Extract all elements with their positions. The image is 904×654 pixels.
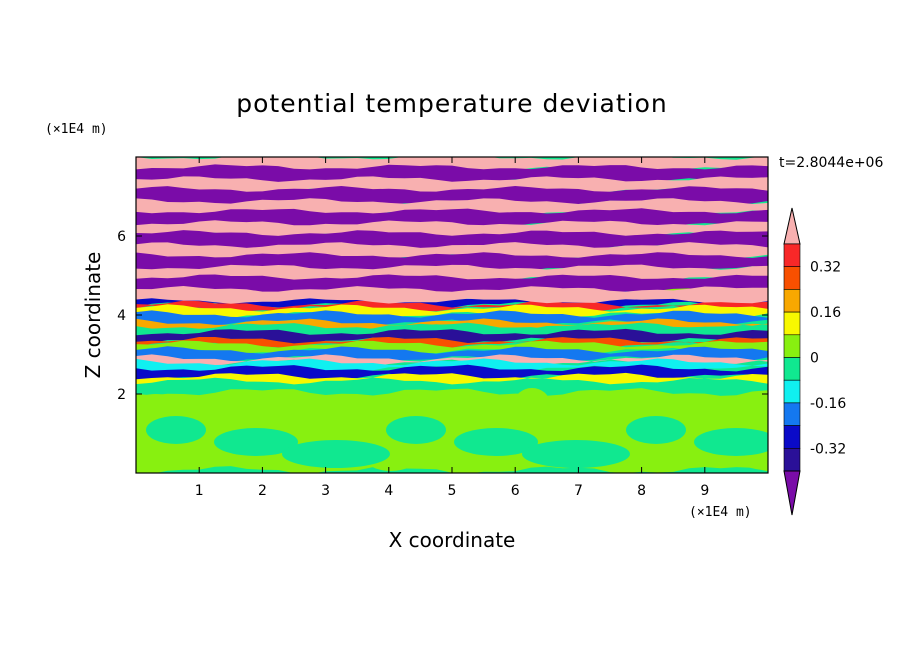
colorbar-segment bbox=[783, 334, 801, 358]
colorbar-segment bbox=[783, 289, 801, 313]
lower-patch bbox=[454, 428, 538, 456]
colorbar-tick-label: -0.16 bbox=[810, 396, 846, 412]
colorbar-tick-label: 0.16 bbox=[810, 305, 841, 321]
x-tick-label: 7 bbox=[574, 483, 583, 499]
colorbar-tick-label: -0.32 bbox=[810, 441, 846, 457]
z-unit-label: (×1E4 m) bbox=[45, 122, 108, 137]
x-tick-label: 3 bbox=[321, 483, 330, 499]
middle-filament bbox=[136, 346, 768, 362]
y-tick-label: 4 bbox=[117, 308, 126, 324]
y-tick-label: 2 bbox=[117, 387, 126, 403]
colorbar-segment bbox=[783, 425, 801, 449]
x-tick-label: 2 bbox=[258, 483, 267, 499]
time-label: t=2.8044e+06 bbox=[779, 155, 883, 171]
upper-band bbox=[136, 242, 768, 260]
colorbar-tick-label: 0 bbox=[810, 351, 819, 367]
lower-patch bbox=[694, 428, 768, 456]
middle-filament bbox=[136, 358, 768, 373]
lower-patch bbox=[626, 416, 686, 444]
y-axis-label: Z coordinate bbox=[81, 252, 105, 379]
lower-patch bbox=[386, 416, 446, 444]
x-tick-label: 9 bbox=[700, 483, 709, 499]
colorbar-segment bbox=[783, 243, 801, 268]
contour-field bbox=[136, 157, 768, 473]
upper-band bbox=[136, 164, 768, 184]
middle-filament bbox=[136, 340, 768, 355]
colorbar-tick-label: 0.32 bbox=[810, 260, 841, 276]
colorbar-segment bbox=[783, 379, 801, 404]
lower-patch bbox=[214, 428, 298, 456]
colorbar-segment bbox=[783, 402, 801, 426]
lower-patch bbox=[522, 440, 630, 468]
x-tick-label: 4 bbox=[384, 483, 393, 499]
x-tick-label: 6 bbox=[511, 483, 520, 499]
chart-title: potential temperature deviation bbox=[236, 89, 667, 118]
colorbar-segment bbox=[783, 311, 801, 336]
y-tick-label: 6 bbox=[117, 229, 126, 245]
y-axis: 2 4 6 bbox=[117, 229, 768, 403]
colorbar-min-arrow bbox=[783, 470, 801, 516]
colorbar-segment bbox=[783, 447, 801, 472]
upper-band bbox=[136, 220, 768, 238]
x-unit-label: (×1E4 m) bbox=[689, 505, 752, 520]
x-tick-label: 8 bbox=[637, 483, 646, 499]
x-tick-label: 5 bbox=[448, 483, 457, 499]
lower-patch bbox=[146, 416, 206, 444]
lower-patch bbox=[282, 440, 390, 468]
colorbar-segment bbox=[783, 266, 801, 290]
middle-filament bbox=[136, 300, 768, 313]
upper-band bbox=[136, 186, 768, 206]
x-tick-label: 1 bbox=[195, 483, 204, 499]
middle-filament bbox=[136, 372, 768, 385]
x-axis-label: X coordinate bbox=[389, 528, 516, 552]
middle-filament bbox=[136, 304, 768, 318]
upper-band bbox=[136, 274, 768, 294]
colorbar-segment bbox=[783, 357, 801, 381]
upper-band bbox=[136, 286, 768, 304]
colorbar: 0.32 0.16 0 -0.16 -0.32 bbox=[783, 207, 846, 516]
middle-filament bbox=[136, 310, 768, 327]
x-axis: 1 2 3 4 5 6 7 8 9 bbox=[195, 157, 709, 499]
colorbar-max-arrow bbox=[783, 207, 801, 245]
